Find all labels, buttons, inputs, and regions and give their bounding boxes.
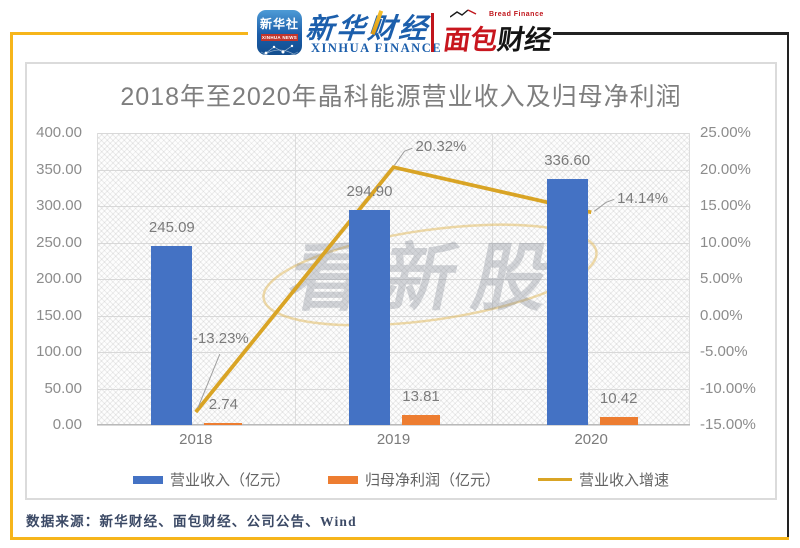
- left-axis-tick-label: 0.00: [52, 416, 82, 433]
- x-axis-line: [97, 423, 690, 425]
- left-axis-tick-label: 50.00: [44, 379, 82, 397]
- frame-top-gold-line: [10, 32, 248, 35]
- watermark-layer: 看新股: [97, 133, 690, 425]
- gridline-horizontal: [97, 133, 690, 134]
- legend-swatch: [327, 475, 358, 484]
- growth-value-label: 14.14%: [617, 190, 669, 208]
- profit-bar: [599, 417, 638, 425]
- left-axis-tick-label: 300.00: [36, 197, 82, 214]
- frame-bottom-line: [10, 537, 789, 540]
- callout-line: [197, 353, 221, 409]
- legend-swatch: [538, 477, 572, 482]
- revenue-bar: [349, 209, 390, 425]
- globe-network-icon: [260, 44, 299, 55]
- bread-finance-logo: 面包财经: [441, 18, 554, 57]
- xinhua-finance-logo-en: XINHUA FINANCE: [311, 41, 443, 55]
- bread-finance-logo-red: 面包: [441, 25, 500, 55]
- legend-swatch: [132, 475, 163, 484]
- profit-bar: [204, 422, 243, 425]
- left-axis-tick-label: 400.00: [36, 124, 82, 141]
- chart-legend: 营业收入（亿元） 归母净利润（亿元） 营业收入增速: [27, 469, 775, 490]
- gridline-horizontal: [97, 242, 690, 244]
- gridline-horizontal: [97, 279, 690, 280]
- gridline-vertical: [294, 133, 296, 425]
- bar-value-label: 10.42: [599, 390, 638, 408]
- right-axis-tick-label: 25.00%: [700, 124, 751, 141]
- legend-item: 营业收入增速: [538, 469, 669, 490]
- bar-value-label: 2.74: [208, 395, 238, 413]
- data-source: 数据来源：新华财经、面包财经、公司公告、Wind: [26, 514, 357, 529]
- left-axis-tick-label: 150.00: [36, 306, 82, 324]
- gridline-horizontal: [97, 352, 690, 353]
- watermark-swoosh: [262, 223, 598, 327]
- gridline-horizontal: [97, 425, 690, 426]
- frame-right-line: [786, 32, 789, 539]
- frame-left-line: [10, 32, 13, 539]
- right-axis-tick-label: -10.00%: [700, 379, 756, 397]
- x-axis-category-label: 2020: [574, 431, 608, 448]
- legend-label: 营业收入增速: [579, 472, 670, 489]
- right-axis-tick-label: 20.00%: [700, 160, 751, 178]
- left-axis-tick-label: 250.00: [36, 233, 82, 251]
- profit-bar: [402, 414, 440, 425]
- revenue-bar: [151, 246, 193, 425]
- frame-top-black-line: [553, 32, 789, 35]
- bread-finance-tagline: Bread Finance: [489, 11, 544, 18]
- gridline-horizontal: [97, 388, 690, 390]
- callout-line: [593, 198, 615, 212]
- growth-line: [194, 165, 592, 414]
- xinhua-news-icon-en: XINHUA NEWS: [261, 34, 298, 41]
- x-axis-category-label: 2018: [179, 431, 213, 448]
- logo-divider: [431, 13, 434, 52]
- right-axis-tick-label: 0.00%: [700, 306, 743, 324]
- gridline-vertical: [492, 133, 494, 425]
- growth-value-label: 20.32%: [415, 138, 467, 156]
- right-axis-tick-label: 15.00%: [700, 197, 751, 214]
- legend-label: 营业收入（亿元）: [169, 472, 290, 489]
- right-axis-tick-label: 5.00%: [700, 270, 743, 287]
- right-axis-tick-label: 10.00%: [700, 233, 751, 251]
- legend-item: 营业收入（亿元）: [132, 469, 290, 490]
- plot-area: 看新股 245.09 2.74 2018 294.90 13.81 2019 336.60 1…: [97, 133, 690, 448]
- callout-line: [394, 147, 413, 166]
- gridline-horizontal: [97, 315, 690, 317]
- x-axis-category-label: 2019: [376, 431, 411, 448]
- chart-container: 2018年至2020年晶科能源营业收入及归母净利润 看新股 245.09 2.74…: [25, 62, 777, 500]
- growth-line-svg: [194, 147, 615, 414]
- left-axis-tick-label: 350.00: [36, 160, 82, 178]
- left-axis-tick-label: 100.00: [36, 343, 82, 360]
- xinhua-news-icon-cn: 新华社: [259, 17, 299, 31]
- gridline-vertical: [97, 133, 98, 425]
- revenue-bar: [546, 179, 588, 425]
- chart-title: 2018年至2020年晶科能源营业收入及归母净利润: [120, 83, 682, 111]
- bar-value-label: 13.81: [402, 387, 440, 405]
- bar-value-label: 245.09: [148, 219, 195, 237]
- bread-finance-logo-black: 财经: [495, 25, 554, 55]
- bar-value-label: 336.60: [544, 152, 591, 170]
- gridline-vertical: [689, 133, 690, 425]
- legend-label: 归母净利润（亿元）: [364, 472, 500, 489]
- left-axis-tick-label: 200.00: [36, 270, 82, 287]
- legend-item: 归母净利润（亿元）: [327, 469, 500, 490]
- xinhua-news-app-icon: 新华社 XINHUA NEWS: [257, 10, 302, 55]
- gridline-horizontal: [97, 206, 690, 207]
- right-axis-tick-label: -15.00%: [700, 416, 756, 433]
- stock-zigzag-icon: [450, 9, 477, 18]
- right-axis-tick-label: -5.00%: [700, 343, 748, 360]
- bar-value-label: 294.90: [346, 182, 393, 200]
- growth-value-label: -13.23%: [192, 330, 249, 348]
